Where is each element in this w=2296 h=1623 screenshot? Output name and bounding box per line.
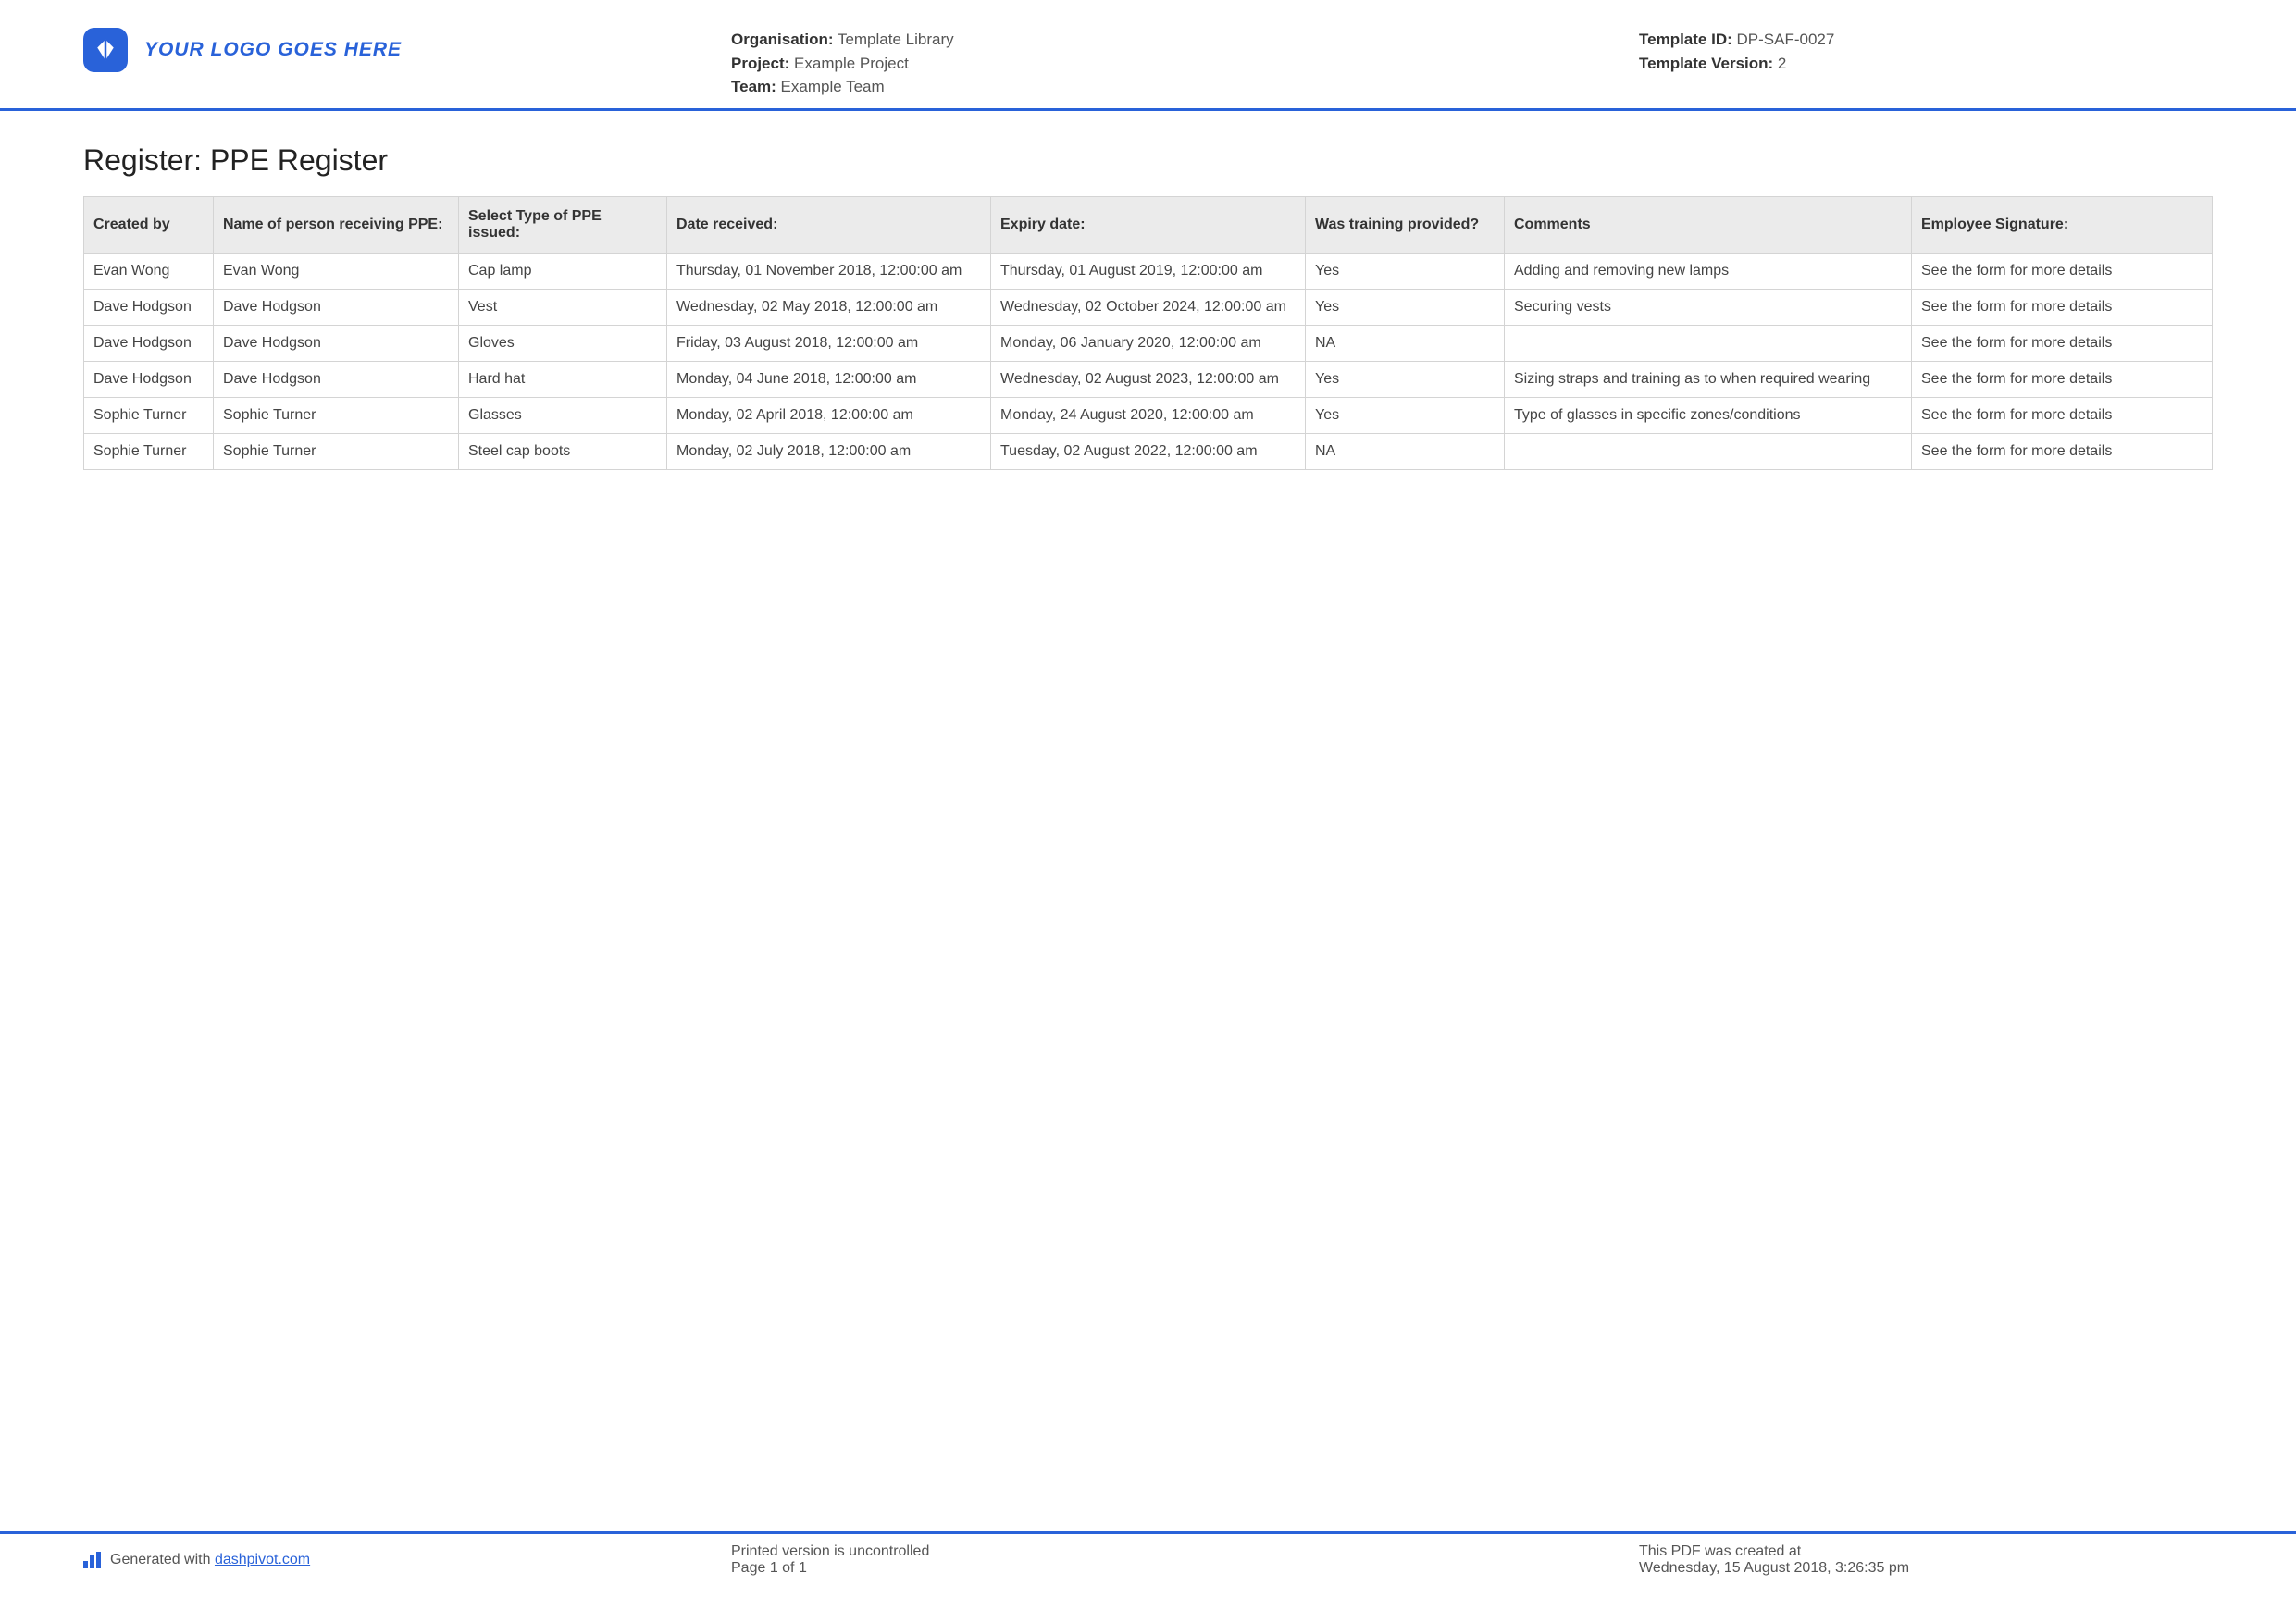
table-row: Sophie TurnerSophie TurnerGlassesMonday,… xyxy=(84,397,2213,433)
template-version-value: 2 xyxy=(1778,55,1786,72)
column-header: Was training provided? xyxy=(1306,196,1505,253)
table-cell: See the form for more details xyxy=(1912,325,2213,361)
logo-block: YOUR LOGO GOES HERE xyxy=(83,28,676,72)
template-id-label: Template ID: xyxy=(1639,31,1732,48)
table-row: Dave HodgsonDave HodgsonVestWednesday, 0… xyxy=(84,289,2213,325)
table-cell: Evan Wong xyxy=(84,253,214,289)
table-cell: See the form for more details xyxy=(1912,433,2213,469)
column-header: Select Type of PPE issued: xyxy=(459,196,667,253)
table-cell: Yes xyxy=(1306,361,1505,397)
logo-text: YOUR LOGO GOES HERE xyxy=(144,39,402,61)
table-cell: Dave Hodgson xyxy=(214,289,459,325)
footer-center: Printed version is uncontrolled Page 1 o… xyxy=(731,1543,1639,1577)
table-cell: Tuesday, 02 August 2022, 12:00:00 am xyxy=(991,433,1306,469)
table-cell: Yes xyxy=(1306,289,1505,325)
table-cell: Wednesday, 02 August 2023, 12:00:00 am xyxy=(991,361,1306,397)
table-cell: Dave Hodgson xyxy=(84,361,214,397)
table-cell: Securing vests xyxy=(1505,289,1912,325)
table-cell xyxy=(1505,433,1912,469)
table-row: Evan WongEvan WongCap lampThursday, 01 N… xyxy=(84,253,2213,289)
generated-with-text: Generated with xyxy=(110,1552,215,1567)
header-meta-right: Template ID: DP-SAF-0027 Template Versio… xyxy=(1639,28,2213,75)
table-cell: Adding and removing new lamps xyxy=(1505,253,1912,289)
table-cell: Sophie Turner xyxy=(84,397,214,433)
dashpivot-link[interactable]: dashpivot.com xyxy=(215,1552,310,1567)
table-cell: Dave Hodgson xyxy=(214,325,459,361)
content-area: Register: PPE Register Created byName of… xyxy=(0,111,2296,470)
footer-right: This PDF was created at Wednesday, 15 Au… xyxy=(1639,1543,2213,1577)
table-cell: Friday, 03 August 2018, 12:00:00 am xyxy=(667,325,991,361)
table-cell: See the form for more details xyxy=(1912,397,2213,433)
page-number: Page 1 of 1 xyxy=(731,1560,1639,1577)
table-cell xyxy=(1505,325,1912,361)
table-cell: NA xyxy=(1306,433,1505,469)
table-cell: Hard hat xyxy=(459,361,667,397)
table-cell: Yes xyxy=(1306,397,1505,433)
table-cell: Monday, 04 June 2018, 12:00:00 am xyxy=(667,361,991,397)
created-at-label: This PDF was created at xyxy=(1639,1543,2213,1560)
page-title: Register: PPE Register xyxy=(83,143,2213,178)
table-cell: Thursday, 01 November 2018, 12:00:00 am xyxy=(667,253,991,289)
table-cell: Monday, 02 July 2018, 12:00:00 am xyxy=(667,433,991,469)
org-label: Organisation: xyxy=(731,31,834,48)
table-row: Sophie TurnerSophie TurnerSteel cap boot… xyxy=(84,433,2213,469)
column-header: Employee Signature: xyxy=(1912,196,2213,253)
uncontrolled-note: Printed version is uncontrolled xyxy=(731,1543,1639,1560)
table-row: Dave HodgsonDave HodgsonHard hatMonday, … xyxy=(84,361,2213,397)
bar-chart-icon xyxy=(83,1552,101,1568)
table-cell: Dave Hodgson xyxy=(84,325,214,361)
column-header: Name of person receiving PPE: xyxy=(214,196,459,253)
table-cell: Glasses xyxy=(459,397,667,433)
table-body: Evan WongEvan WongCap lampThursday, 01 N… xyxy=(84,253,2213,469)
table-cell: See the form for more details xyxy=(1912,253,2213,289)
table-cell: Gloves xyxy=(459,325,667,361)
table-cell: Monday, 24 August 2020, 12:00:00 am xyxy=(991,397,1306,433)
column-header: Comments xyxy=(1505,196,1912,253)
table-cell: Sophie Turner xyxy=(214,397,459,433)
column-header: Date received: xyxy=(667,196,991,253)
footer-left: Generated with dashpivot.com xyxy=(83,1543,731,1577)
project-label: Project: xyxy=(731,55,789,72)
table-cell: Type of glasses in specific zones/condit… xyxy=(1505,397,1912,433)
ppe-register-table: Created byName of person receiving PPE:S… xyxy=(83,196,2213,470)
created-at-value: Wednesday, 15 August 2018, 3:26:35 pm xyxy=(1639,1560,2213,1577)
table-cell: Wednesday, 02 October 2024, 12:00:00 am xyxy=(991,289,1306,325)
table-cell: Evan Wong xyxy=(214,253,459,289)
table-cell: Monday, 02 April 2018, 12:00:00 am xyxy=(667,397,991,433)
table-cell: Vest xyxy=(459,289,667,325)
table-cell: See the form for more details xyxy=(1912,361,2213,397)
table-cell: Sizing straps and training as to when re… xyxy=(1505,361,1912,397)
logo-icon xyxy=(83,28,128,72)
table-cell: Wednesday, 02 May 2018, 12:00:00 am xyxy=(667,289,991,325)
column-header: Expiry date: xyxy=(991,196,1306,253)
table-cell: Dave Hodgson xyxy=(214,361,459,397)
table-row: Dave HodgsonDave HodgsonGlovesFriday, 03… xyxy=(84,325,2213,361)
header-meta-center: Organisation: Template Library Project: … xyxy=(731,28,1583,99)
column-header: Created by xyxy=(84,196,214,253)
team-value: Example Team xyxy=(781,78,885,95)
table-cell: Cap lamp xyxy=(459,253,667,289)
table-head: Created byName of person receiving PPE:S… xyxy=(84,196,2213,253)
table-cell: See the form for more details xyxy=(1912,289,2213,325)
template-version-label: Template Version: xyxy=(1639,55,1773,72)
org-value: Template Library xyxy=(838,31,954,48)
table-cell: Monday, 06 January 2020, 12:00:00 am xyxy=(991,325,1306,361)
table-cell: Yes xyxy=(1306,253,1505,289)
document-footer: Generated with dashpivot.com Printed ver… xyxy=(0,1531,2296,1577)
template-id-value: DP-SAF-0027 xyxy=(1737,31,1835,48)
table-header-row: Created byName of person receiving PPE:S… xyxy=(84,196,2213,253)
table-cell: NA xyxy=(1306,325,1505,361)
team-label: Team: xyxy=(731,78,776,95)
table-cell: Sophie Turner xyxy=(214,433,459,469)
document-header: YOUR LOGO GOES HERE Organisation: Templa… xyxy=(0,0,2296,111)
table-cell: Dave Hodgson xyxy=(84,289,214,325)
table-cell: Steel cap boots xyxy=(459,433,667,469)
project-value: Example Project xyxy=(794,55,909,72)
table-cell: Thursday, 01 August 2019, 12:00:00 am xyxy=(991,253,1306,289)
table-cell: Sophie Turner xyxy=(84,433,214,469)
